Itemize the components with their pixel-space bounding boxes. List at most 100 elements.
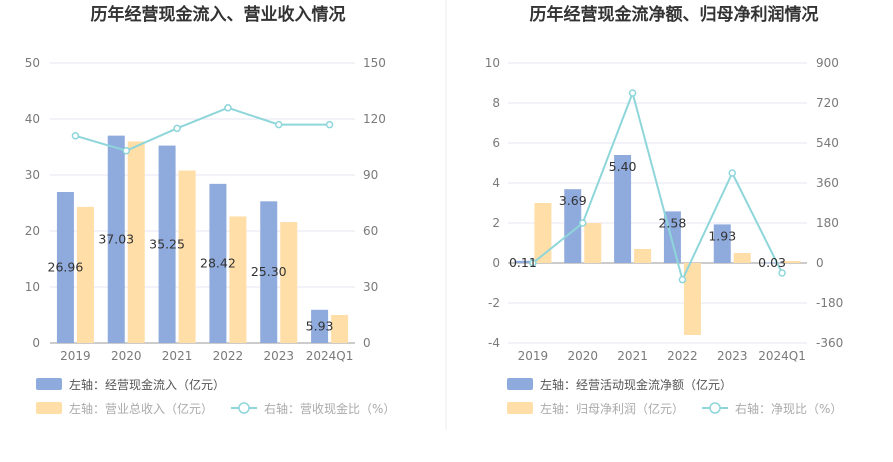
- left-axis-tick: -4: [488, 336, 500, 350]
- data-label: 2.58: [658, 215, 686, 230]
- right-axis-tick: 0: [816, 256, 824, 270]
- right-axis-tick: 0: [363, 336, 371, 350]
- legend-swatch-bar-2: [507, 402, 533, 414]
- right-axis-tick: 720: [816, 96, 839, 110]
- left-axis-tick: 8: [492, 96, 500, 110]
- data-label: 3.69: [559, 193, 587, 208]
- chart-2: 历年经营现金流净额、归母净利润情况 -4 -2 0 2 4 6 8 10 -360 -180 0 180…: [485, 4, 844, 416]
- left-axis-tick: 10: [25, 280, 40, 294]
- legend-swatch-bar-1: [507, 378, 533, 390]
- right-axis-tick: 120: [363, 112, 386, 126]
- legend-item-label: 左轴：经营活动现金流净额（亿元）: [540, 377, 732, 392]
- line-point: [224, 104, 232, 112]
- legend-item-label: 右轴：营收现金比（%）: [264, 401, 395, 416]
- left-axis-tick: 30: [25, 168, 40, 182]
- line-series: [532, 89, 783, 283]
- chart-title: 历年经营现金流入、营业收入情况: [91, 4, 346, 25]
- x-axis-tick: 2024Q1: [306, 349, 354, 363]
- right-axis-tick: 540: [816, 136, 839, 150]
- x-axis-tick: 2021: [617, 349, 648, 363]
- right-axis-tick: 30: [363, 280, 378, 294]
- bar-series-2: [178, 170, 196, 343]
- chart-title: 历年经营现金流净额、归母净利润情况: [530, 4, 819, 25]
- line-point: [275, 120, 283, 129]
- right-axis-tick: 60: [363, 224, 378, 238]
- left-axis-tick: 6: [492, 136, 500, 150]
- bar-series-1: [209, 183, 227, 343]
- x-axis-tick: 2020: [111, 349, 142, 363]
- right-axis-tick: -180: [816, 296, 843, 310]
- bar-series-1: [107, 135, 125, 343]
- data-label: 35.25: [149, 236, 185, 251]
- data-label: 1.93: [708, 228, 736, 243]
- x-axis-tick: 2019: [518, 349, 549, 363]
- x-axis-tick: 2024Q1: [758, 349, 806, 363]
- bar-series-2: [127, 141, 145, 343]
- left-axis-tick: 40: [25, 112, 40, 126]
- x-axis-tick: 2022: [213, 349, 244, 363]
- bar-series-2: [280, 222, 298, 343]
- left-axis-tick: 10: [485, 56, 500, 70]
- left-axis-tick: 20: [25, 224, 40, 238]
- data-label: 28.42: [200, 255, 236, 270]
- line-point: [529, 259, 537, 267]
- data-label: 25.30: [251, 264, 287, 279]
- legend-swatch-bar-1: [36, 378, 62, 390]
- data-label: 26.96: [48, 260, 84, 275]
- bar-series-1: [713, 224, 731, 263]
- chart-1: 历年经营现金流入、营业收入情况 0 10 20 30 40 50 0 30 60 90 120 150 2…: [25, 4, 396, 416]
- line-point: [579, 219, 587, 227]
- x-axis-tick: 2023: [263, 349, 294, 363]
- legend-item-label: 左轴：经营现金流入（亿元）: [69, 377, 225, 392]
- right-axis-tick: 360: [816, 176, 839, 190]
- line-point: [778, 269, 786, 277]
- bar-series-2: [783, 261, 801, 263]
- x-axis-tick: 2023: [717, 349, 748, 363]
- bar-series-2: [683, 263, 701, 335]
- legend-item-label: 左轴：营业总收入（亿元）: [69, 401, 213, 416]
- bar-series-2: [584, 223, 602, 263]
- legend-item-label: 右轴：净现比（%）: [735, 401, 842, 416]
- data-label: 37.03: [98, 231, 134, 246]
- left-axis-tick: 0: [32, 336, 40, 350]
- legend: 左轴：经营现金流入（亿元） 左轴：营业总收入（亿元） 右轴：营收现金比（%）: [36, 377, 395, 416]
- legend: 左轴：经营活动现金流净额（亿元） 左轴：归母净利润（亿元） 右轴：净现比（%）: [507, 377, 842, 416]
- line-point: [678, 275, 687, 284]
- x-axis-tick: 2021: [162, 349, 193, 363]
- bar-series-2: [229, 216, 247, 343]
- left-axis-tick: 2: [492, 216, 500, 230]
- x-axis-tick: 2019: [60, 349, 91, 363]
- line-point: [122, 146, 130, 155]
- line-point: [325, 120, 334, 129]
- data-label: 0.03: [758, 255, 786, 270]
- legend-swatch-point: [238, 402, 250, 414]
- bar-series-1: [311, 309, 329, 343]
- right-axis-tick: 180: [816, 216, 839, 230]
- bar-series-1: [564, 189, 582, 263]
- data-label: 5.93: [306, 318, 334, 333]
- right-axis-tick: 90: [363, 168, 378, 182]
- bar-series-2: [331, 315, 349, 343]
- bar-series-1: [56, 192, 74, 343]
- bar-series-2: [534, 203, 552, 263]
- legend-item-label: 左轴：归母净利润（亿元）: [540, 401, 684, 416]
- line-point: [173, 124, 181, 133]
- legend-swatch-bar-2: [36, 402, 62, 414]
- left-axis-tick: -2: [488, 296, 500, 310]
- bar-series-1: [158, 145, 176, 343]
- bar-series-1: [260, 201, 278, 343]
- line-point: [71, 132, 80, 140]
- left-axis-tick: 50: [25, 56, 40, 70]
- bar-series-1: [514, 260, 532, 263]
- x-axis-tick: 2022: [667, 349, 698, 363]
- bar-series-2: [634, 249, 652, 263]
- x-axis-tick: 2020: [567, 349, 598, 363]
- line-series: [75, 106, 330, 152]
- left-axis-tick: 4: [492, 176, 500, 190]
- right-axis-tick: -360: [816, 336, 843, 350]
- legend-swatch-point: [709, 402, 721, 414]
- bar-series-2: [733, 253, 751, 263]
- data-label: 5.40: [609, 159, 637, 174]
